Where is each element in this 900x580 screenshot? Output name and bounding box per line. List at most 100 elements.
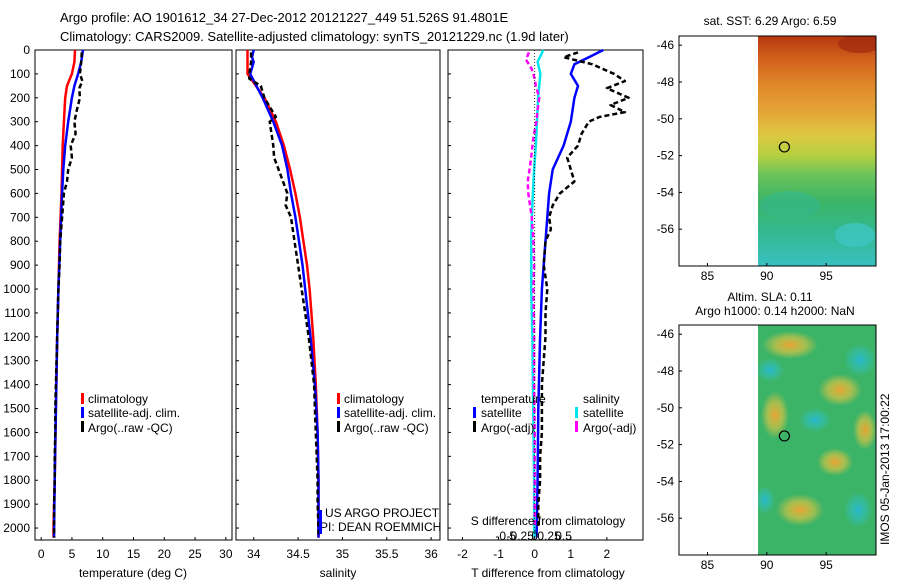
header-line-2: Climatology: CARS2009. Satellite-adjuste… — [60, 29, 569, 44]
depth-tick-label: 400 — [10, 139, 30, 153]
legend-s-satellite: satellite — [583, 406, 624, 420]
difference-panel-frame — [447, 49, 644, 541]
legend-argo-raw: Argo(..raw -QC) — [88, 421, 173, 435]
s-difference-tick-label: -0.5 — [495, 529, 516, 543]
legend-swatch-argo — [337, 421, 340, 432]
legend-satellite-adj: satellite-adj. clim. — [88, 406, 180, 420]
lon-tick-label: 85 — [701, 558, 715, 572]
x-tick-label: 25 — [188, 547, 202, 561]
difference-legend: temperature salinity satellite Argo(-adj… — [473, 392, 636, 435]
lat-tick-label: -50 — [657, 401, 675, 415]
x-tick-label: 30 — [219, 547, 233, 561]
x-tick-label: 10 — [96, 547, 110, 561]
series-line — [52, 52, 84, 538]
series-line — [248, 52, 320, 538]
series-line — [52, 49, 85, 538]
sla-map-axes: 85 90 95 -46 -48 -50 -52 -54 -56 — [657, 327, 833, 572]
lat-tick-label: -48 — [657, 364, 675, 378]
lat-tick-label: -54 — [657, 474, 675, 488]
x-tick-label: 34 — [247, 547, 261, 561]
sst-map: sat. SST: 6.29 Argo: 6.59 85 90 95 -46 -48 -5… — [657, 14, 877, 283]
x-tick-label: -1 — [493, 547, 504, 561]
series-line — [537, 51, 630, 528]
lat-tick-label: -56 — [657, 511, 675, 525]
depth-tick-label: 100 — [10, 67, 30, 81]
sla-anomaly — [758, 358, 784, 382]
depth-tick-label: 1100 — [4, 306, 30, 320]
series-line — [524, 51, 541, 528]
legend-swatch-argo — [81, 421, 84, 432]
depth-tick-label: 1600 — [3, 425, 30, 439]
pi-blue-marker — [319, 510, 322, 534]
lat-tick-label: -56 — [657, 222, 675, 236]
credit-pi: PI: DEAN ROEMMICH — [320, 520, 441, 534]
x-tick-label: 1 — [567, 547, 574, 561]
salinity-panel-frame — [235, 49, 441, 541]
sla-map-title-1: Altim. SLA: 0.11 — [727, 290, 812, 304]
x-tick-label: 5 — [69, 547, 76, 561]
s-difference-tick-label: 0.5 — [555, 529, 572, 543]
sst-map-axes: 85 90 95 -46 -48 -50 -52 -54 -56 — [657, 38, 833, 283]
x-tick-label: 20 — [158, 547, 172, 561]
series-line — [535, 48, 604, 538]
legend-t-satellite: satellite — [481, 406, 522, 420]
series-line — [246, 50, 320, 538]
depth-tick-label: 200 — [10, 91, 30, 105]
sla-anomaly — [844, 492, 872, 528]
depth-tick-label: 1300 — [3, 354, 30, 368]
sla-anomaly — [762, 331, 818, 359]
depth-tick-label: 900 — [10, 258, 30, 272]
series-line — [52, 49, 77, 538]
depth-tick-label: 1500 — [3, 402, 30, 416]
legend-temperature-heading: temperature — [481, 392, 546, 406]
legend-swatch-s-satellite — [575, 407, 578, 418]
depth-tick-label: 1200 — [3, 330, 30, 344]
series-line — [248, 49, 320, 538]
sst-patch — [835, 223, 875, 247]
sst-patch — [838, 36, 876, 53]
x-tick-label: 0 — [38, 547, 45, 561]
salinity-axis-label: salinity — [320, 566, 357, 580]
depth-tick-label: 1900 — [3, 497, 30, 511]
legend-argo-raw: Argo(..raw -QC) — [344, 421, 429, 435]
depth-tick-label: 800 — [10, 234, 30, 248]
depth-tick-label: 300 — [10, 115, 30, 129]
sla-anomaly — [818, 374, 862, 406]
legend-t-argo: Argo(-adj) — [481, 421, 534, 435]
sla-map: Altim. SLA: 0.11 Argo h1000: 0.14 h2000:… — [657, 290, 877, 572]
lon-tick-label: 95 — [819, 558, 833, 572]
x-tick-label: -2 — [457, 547, 468, 561]
x-tick-label: 34.5 — [286, 547, 310, 561]
header-line-1: Argo profile: AO 1901612_34 27-Dec-2012 … — [60, 10, 508, 25]
sla-anomaly — [817, 448, 853, 476]
sla-profile-location-marker — [778, 430, 790, 442]
legend-swatch-climatology — [337, 393, 340, 404]
depth-tick-label: 1000 — [3, 282, 30, 296]
depth-tick-label: 1700 — [3, 449, 30, 463]
sla-map-title-2: Argo h1000: 0.14 h2000: NaN — [695, 304, 854, 318]
legend-s-argo: Argo(-adj) — [583, 421, 636, 435]
s-difference-tick-label: -0.25 — [507, 529, 535, 543]
lat-tick-label: -54 — [657, 185, 675, 199]
timestamp-credit: IMOS 05-Jan-2013 17:00:22 — [878, 393, 892, 545]
difference-series — [524, 48, 630, 538]
temperature-axis-label: temperature (deg C) — [79, 566, 187, 580]
x-axes: 0 5 10 15 20 25 30 34 34.5 35 35.5 36 -2 -1 0 1 2 -0.5-0.… — [38, 529, 611, 561]
lat-tick-label: -46 — [657, 327, 675, 341]
lon-tick-label: 85 — [701, 269, 715, 283]
x-tick-label: 2 — [604, 547, 611, 561]
s-difference-axis-label: S difference from climatology — [471, 514, 626, 528]
depth-tick-label: 0 — [23, 43, 30, 57]
t-difference-axis-label: T difference from climatology — [471, 566, 625, 580]
sla-anomaly — [799, 408, 831, 432]
sla-anomaly — [761, 391, 789, 439]
depth-tick-label: 2000 — [3, 521, 30, 535]
sla-anomaly — [758, 486, 775, 514]
legend-swatch-s-argo — [575, 421, 578, 432]
sst-profile-location-marker — [778, 141, 790, 153]
lat-tick-label: -52 — [657, 149, 675, 163]
legend-swatch-satellite — [337, 407, 340, 418]
salinity-legend: climatology satellite-adj. clim. Argo(..… — [337, 392, 436, 435]
sla-anomaly — [844, 344, 876, 376]
